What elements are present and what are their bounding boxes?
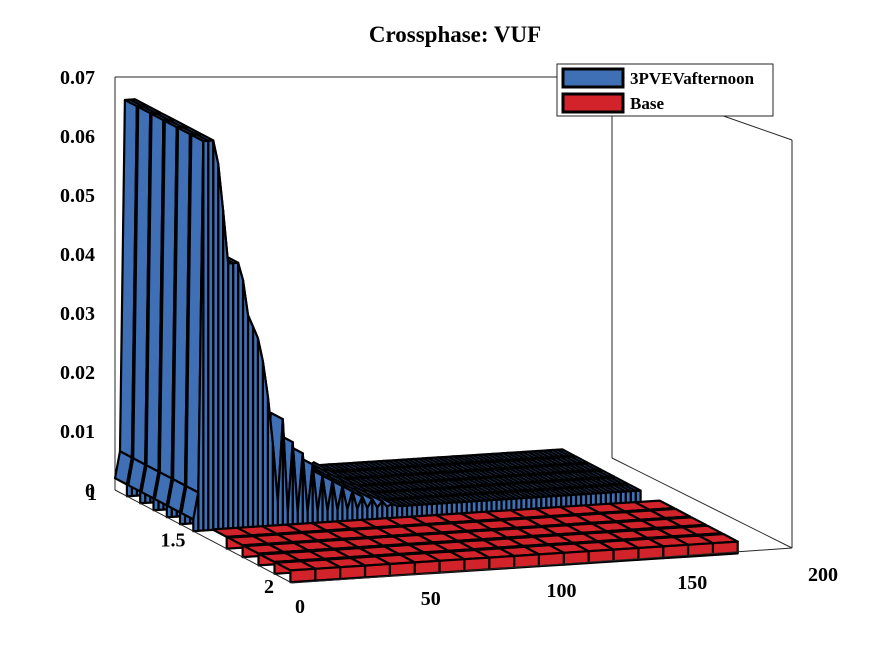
legend-swatch-series-1	[561, 67, 625, 89]
z-tick-label: 0.07	[60, 67, 95, 89]
frame-back-bottom-right	[611, 457, 793, 549]
y-tick-label: 2	[264, 576, 274, 598]
legend-label-series-1: 3PVEVafternoon	[630, 69, 755, 88]
chart-title: Crossphase: VUF	[369, 22, 541, 47]
x-tick-label: 100	[547, 580, 577, 602]
ribbon-side-series-2	[438, 558, 466, 574]
x-tick-label: 200	[808, 564, 838, 586]
ribbon-side-series-2	[339, 564, 367, 581]
ribbon-series-group	[113, 98, 739, 584]
x-tick-label: 150	[677, 572, 707, 594]
z-tick-label: 0.05	[60, 185, 95, 207]
legend-label-series-2: Base	[630, 94, 664, 113]
y-tick-label: 1.5	[161, 530, 186, 552]
z-tick-label: 0.04	[60, 244, 95, 266]
ribbon-side-series-2	[388, 561, 416, 577]
ribbon-side-series-1	[192, 491, 200, 533]
z-tick-label: 0.02	[60, 362, 95, 384]
x-axis-line	[291, 547, 793, 584]
y-axis-line	[114, 489, 293, 584]
ribbon-side-series-2	[314, 566, 342, 582]
z-tick-label: 0.01	[60, 421, 95, 443]
legend-swatch-series-2	[561, 92, 625, 114]
x-tick-label: 0	[295, 596, 305, 618]
ribbon-side-series-2	[413, 559, 441, 576]
front-axes	[114, 489, 793, 584]
y-tick-label: 1	[87, 483, 97, 505]
tick-labels: 0 0.01 0.02 0.03 0.04 0.05 0.06 0.07 0 50 100 150 20…	[60, 67, 838, 618]
legend: 3PVEVafternoon Base	[556, 63, 774, 117]
z-tick-label: 0	[85, 480, 95, 502]
z-tick-label: 0.06	[60, 126, 95, 148]
z-tick-label: 0.03	[60, 303, 95, 325]
ribbon-side-series-2	[289, 567, 317, 584]
x-tick-label: 50	[421, 588, 441, 610]
ribbon-side-series-2	[363, 562, 391, 579]
